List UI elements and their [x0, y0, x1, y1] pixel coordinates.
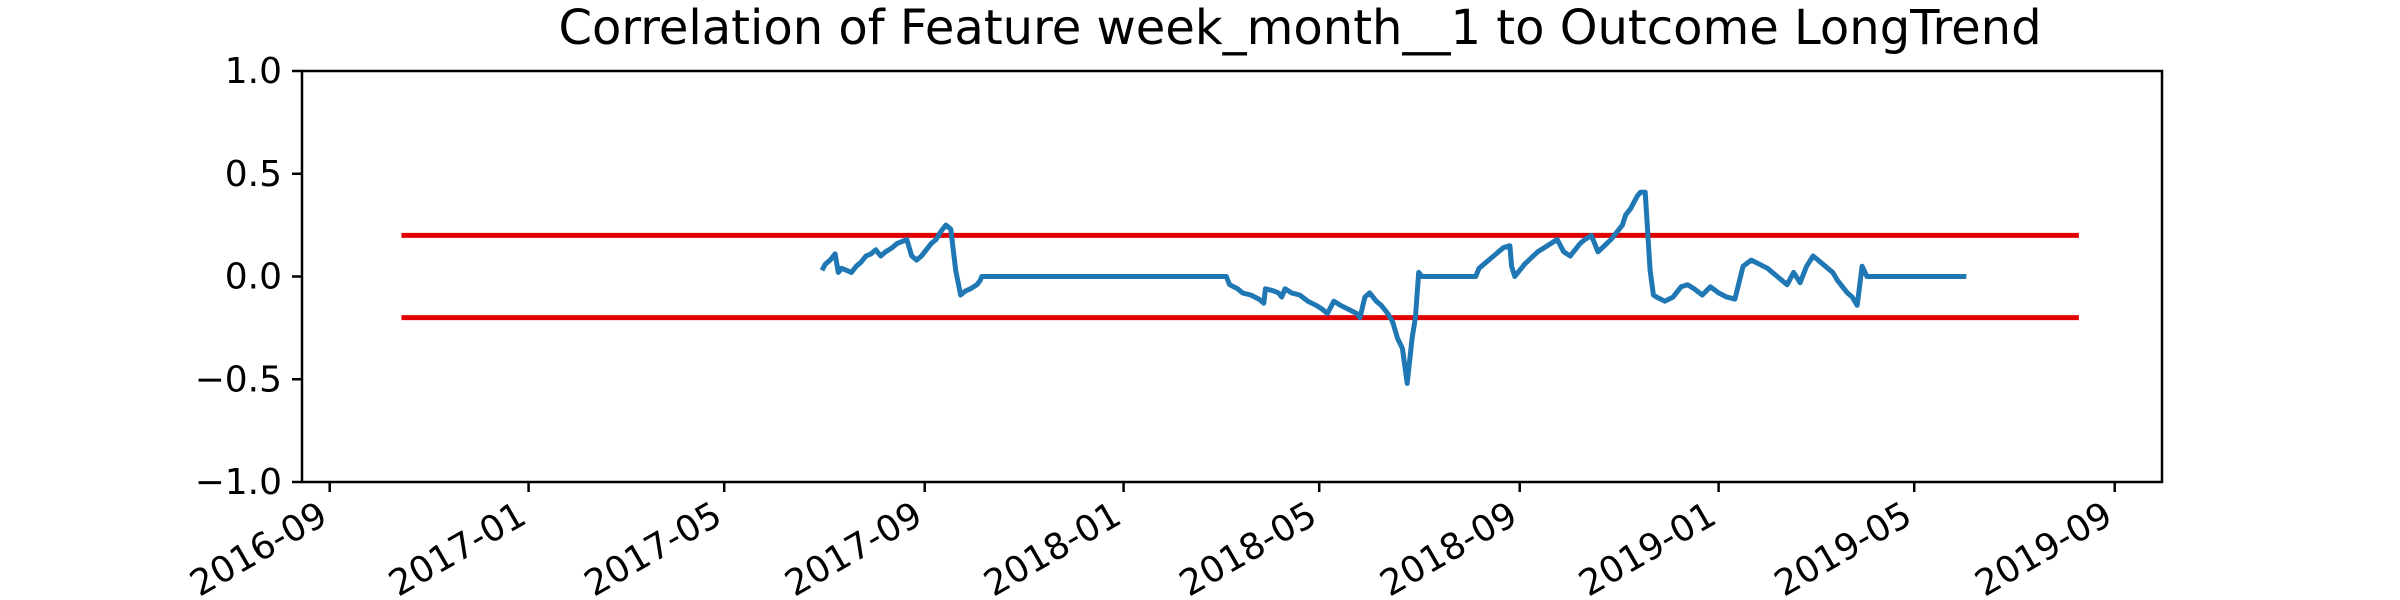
x-tick-label: 2018-05 [1173, 494, 1324, 600]
correlation-series-line [819, 189, 1967, 386]
x-tick-label: 2019-05 [1768, 494, 1919, 600]
y-tick-label: 1.0 [225, 51, 282, 92]
x-tick-label: 2017-09 [778, 494, 929, 600]
x-tick-label: 2017-05 [578, 494, 729, 600]
chart-title: Correlation of Feature week_month__1 to … [558, 0, 2041, 56]
y-tick-label: −1.0 [195, 462, 282, 503]
plot-frame [300, 69, 2164, 484]
y-axis: 1.0 0.5 0.0 −0.5 −1.0 [195, 51, 302, 503]
y-tick-label: −0.5 [195, 359, 282, 400]
x-tick-label: 2016-09 [183, 494, 334, 600]
x-tick-label: 2018-01 [977, 494, 1128, 600]
x-tick-label: 2017-01 [382, 494, 533, 600]
x-tick-label: 2018-09 [1373, 494, 1524, 600]
y-tick-label: 0.0 [225, 257, 282, 298]
x-tick-label: 2019-01 [1572, 494, 1723, 600]
threshold-lines [401, 232, 2079, 321]
x-axis: 2016-09 2017-01 2017-05 2017-09 2018-01 2018-… [183, 482, 2119, 600]
series-lines [819, 189, 1967, 386]
x-tick-label: 2019-09 [1968, 494, 2119, 600]
y-tick-label: 0.5 [225, 154, 282, 195]
